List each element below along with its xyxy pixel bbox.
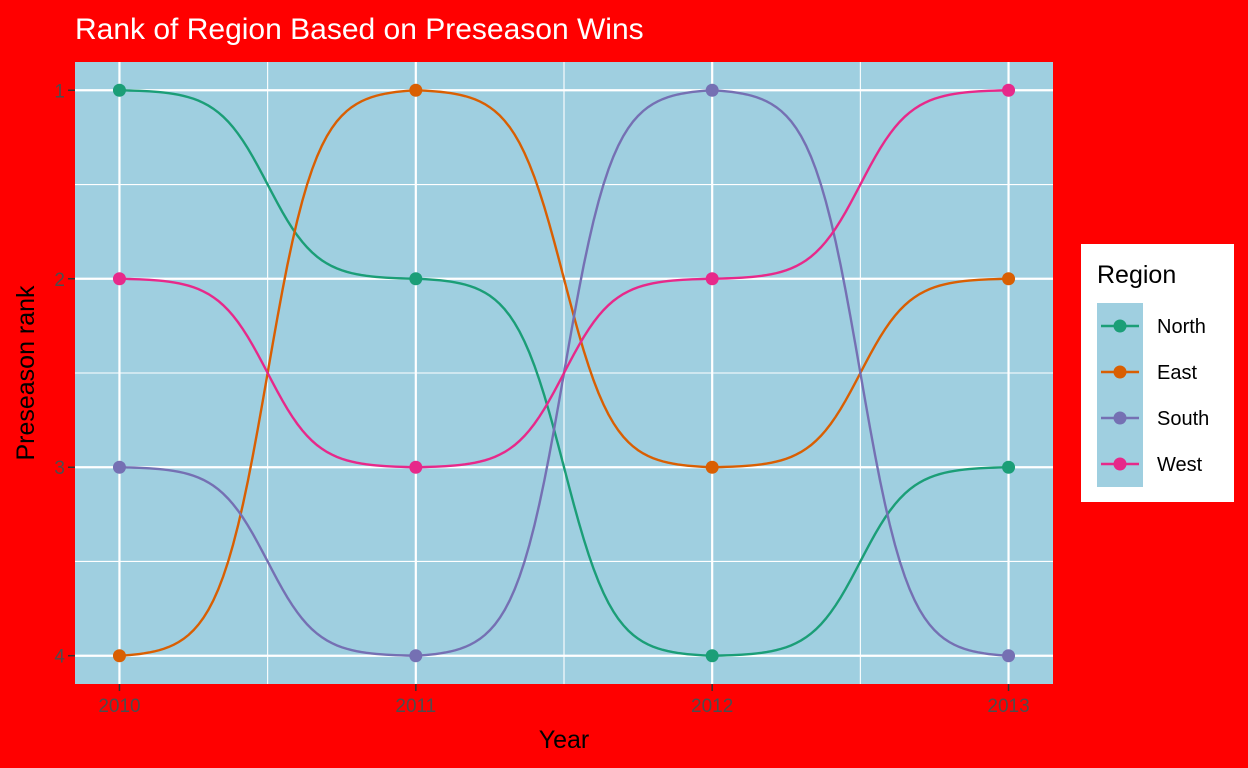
x-tick-label: 2011 — [395, 696, 436, 717]
data-point-north — [112, 83, 126, 97]
data-point-south — [112, 460, 126, 474]
x-tick-label: 2013 — [987, 696, 1029, 717]
y-tick-label: 3 — [54, 458, 65, 479]
x-axis: 2010 2011 2012 2013 — [98, 684, 1030, 717]
y-tick-label: 4 — [54, 647, 65, 668]
legend-title: Region — [1097, 261, 1176, 289]
y-tick-label: 2 — [54, 270, 65, 291]
legend-key-point — [1113, 457, 1127, 471]
data-point-south — [1002, 649, 1016, 663]
data-point-south — [705, 83, 719, 97]
data-point-north — [1002, 460, 1016, 474]
x-tick-label: 2012 — [691, 696, 733, 717]
data-point-south — [409, 649, 423, 663]
data-point-west — [705, 272, 719, 286]
data-point-west — [1002, 83, 1016, 97]
chart-title: Rank of Region Based on Preseason Wins — [75, 13, 644, 46]
x-tick-label: 2010 — [98, 696, 140, 717]
series-line-north — [119, 89, 1009, 657]
series-points — [112, 83, 1016, 663]
series-lines — [119, 89, 1009, 657]
data-point-east — [409, 83, 423, 97]
legend-label-north: North — [1157, 316, 1206, 338]
legend: Region North East South West — [1081, 244, 1234, 502]
legend-key-point — [1113, 365, 1127, 379]
data-point-north — [705, 649, 719, 663]
legend-label-south: South — [1157, 408, 1209, 430]
y-axis: 1 2 3 4 — [54, 81, 75, 668]
data-point-east — [705, 460, 719, 474]
data-point-north — [409, 272, 423, 286]
legend-items: North East South West — [1097, 303, 1209, 487]
data-point-west — [409, 460, 423, 474]
data-point-east — [1002, 272, 1016, 286]
data-point-west — [112, 272, 126, 286]
data-point-east — [112, 649, 126, 663]
y-tick-label: 1 — [54, 81, 65, 102]
legend-key-point — [1113, 319, 1127, 333]
x-axis-title: Year — [539, 726, 590, 754]
y-axis-title: Preseason rank — [12, 285, 40, 461]
legend-key-point — [1113, 411, 1127, 425]
legend-label-east: East — [1157, 362, 1197, 384]
legend-label-west: West — [1157, 454, 1203, 476]
series-line-west — [119, 89, 1009, 469]
